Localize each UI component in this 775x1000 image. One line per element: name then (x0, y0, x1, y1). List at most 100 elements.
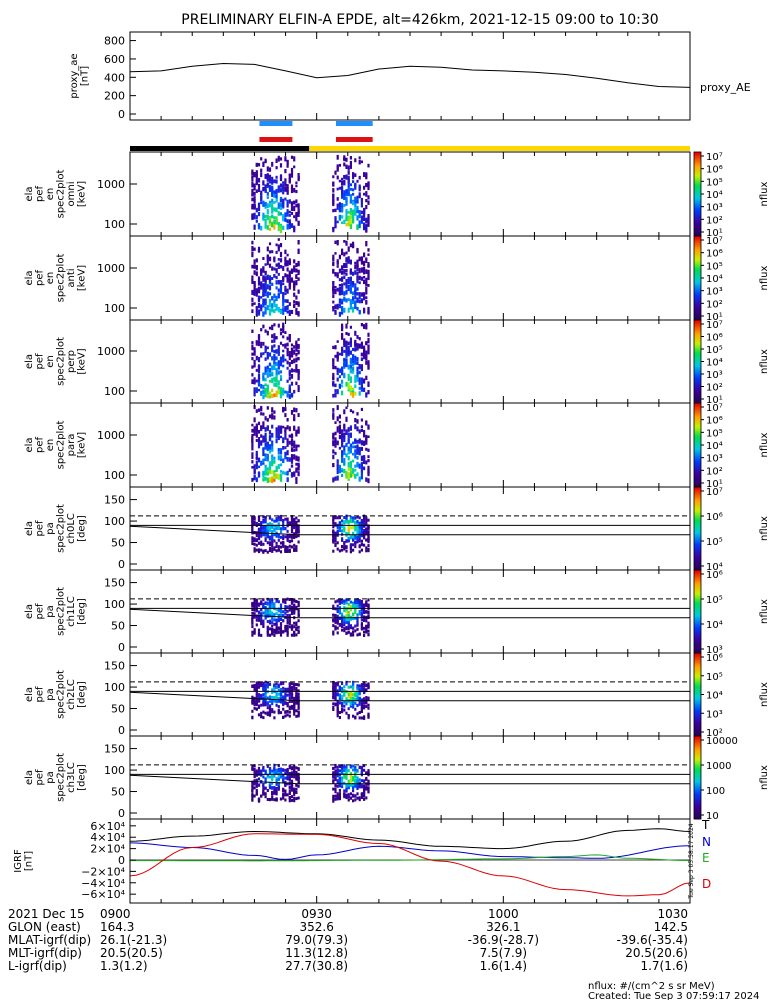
spectrogram-cell (336, 354, 339, 359)
colorbar-cell (694, 481, 701, 484)
spectrogram-cell (253, 290, 256, 296)
colorbar-cell (694, 662, 701, 665)
spectrogram-cell (345, 349, 348, 353)
spectrogram-cell (264, 214, 267, 219)
spectrogram-cell (363, 172, 366, 177)
spectrogram-cell (349, 792, 352, 796)
spectrogram-cell (332, 209, 335, 213)
spectrogram-cell (253, 426, 256, 430)
colorbar-cell (694, 504, 701, 507)
spectrogram-cell (345, 222, 348, 227)
spectrogram-cell (257, 202, 261, 208)
spectrogram-cell (253, 520, 256, 524)
spectrogram-cell (266, 441, 269, 447)
spectrogram-cell (341, 292, 344, 296)
spectrogram-cell (358, 364, 361, 370)
spectrogram-cell (356, 695, 359, 699)
spectrogram-cell (275, 769, 278, 773)
spectrogram-cell (341, 785, 344, 789)
spectrogram-cell (251, 685, 254, 688)
spectrogram-cell (336, 541, 339, 545)
spectrogram-cell (367, 253, 370, 257)
spectrogram-cell (367, 455, 370, 459)
spectrogram-cell (352, 538, 355, 542)
spectrogram-cell (367, 186, 370, 191)
spectrogram-cell (284, 285, 287, 291)
spectrogram-cell (255, 176, 258, 181)
spectrogram-cell (295, 448, 298, 452)
colorbar-cell (694, 187, 701, 189)
spectrogram-cell (358, 343, 361, 349)
spectrogram-cell (297, 220, 300, 225)
spectrogram-cell (264, 699, 267, 703)
spectrogram-cell (358, 696, 361, 700)
spectrogram-cell (257, 705, 261, 709)
spectrogram-cell (293, 710, 296, 713)
spectrogram-cell (286, 351, 289, 357)
spectrogram-cell (262, 186, 265, 191)
spectrogram-cell (352, 633, 355, 637)
spectrogram-cell (286, 442, 289, 447)
spectrogram-cell (253, 363, 256, 368)
spectrogram-cell (268, 798, 272, 802)
spectrogram-cell (279, 455, 283, 459)
spectrogram-cell (343, 436, 346, 443)
spectrogram-cell (349, 543, 352, 547)
spectrogram-cell (345, 598, 348, 602)
spectrogram-cell (290, 343, 294, 347)
spectrogram-cell (297, 711, 300, 715)
spectrogram-cell (286, 537, 289, 541)
energy-panel-ylabel: ela pef en spec2plot anti [keV] (24, 254, 88, 303)
colorbar-cell (694, 502, 701, 505)
colorbar-cell (694, 447, 701, 450)
spectrogram-cell (297, 413, 300, 418)
spectrogram-cell (288, 426, 291, 432)
spectrogram-cell (293, 407, 296, 413)
colorbar-cell (694, 417, 701, 419)
spectrogram-cell (338, 286, 341, 293)
spectrogram-cell (251, 764, 254, 768)
spectrogram-cell (266, 523, 269, 527)
spectrogram-cell (332, 686, 335, 689)
spectrogram-cell (332, 708, 335, 711)
spectrogram-cell (297, 697, 300, 701)
spectrogram-cell (343, 460, 346, 466)
spectrogram-cell (268, 449, 272, 454)
colorbar-cell (694, 429, 701, 432)
spectrogram-cell (268, 599, 272, 603)
spectrogram-cell (286, 267, 289, 272)
spectrogram-cell (290, 359, 294, 365)
spectrogram-cell (365, 360, 368, 365)
ylabel-line: spec2plot (55, 337, 66, 386)
colorbar-tick-label: 10⁴ (706, 190, 723, 201)
spectrogram-cell (365, 301, 368, 305)
spectrogram-cell (275, 377, 278, 383)
spectrogram-cell (332, 767, 335, 770)
colorbar-cell (694, 658, 701, 661)
colorbar-cell (694, 547, 701, 550)
spectrogram-cell (354, 330, 357, 336)
spectrogram-cell (334, 620, 337, 624)
spectrogram-cell (365, 477, 368, 482)
spectrogram-cell (260, 622, 263, 626)
spectrogram-cell (343, 162, 346, 167)
spectrogram-cell (363, 528, 366, 532)
spectrogram-cell (268, 242, 272, 246)
spectrogram-cell (363, 697, 366, 701)
spectrogram-cell (297, 458, 300, 462)
spectrogram-cell (279, 387, 283, 393)
spectrogram-cell (262, 710, 265, 714)
colorbar-cell (694, 349, 701, 351)
spectrogram-cell (290, 444, 294, 447)
spectrogram-cell (286, 522, 289, 526)
spectrogram-cell (273, 685, 276, 688)
spectrogram-cell (297, 173, 300, 178)
spectrogram-cell (347, 524, 350, 528)
spectrogram-cell (268, 379, 272, 383)
spectrogram-cell (266, 254, 269, 260)
spectrogram-cell (343, 193, 346, 197)
spectrogram-cell (332, 269, 335, 274)
spectrogram-cell (332, 525, 335, 529)
spectrogram-cell (257, 471, 261, 478)
spectrogram-cell (251, 246, 254, 252)
